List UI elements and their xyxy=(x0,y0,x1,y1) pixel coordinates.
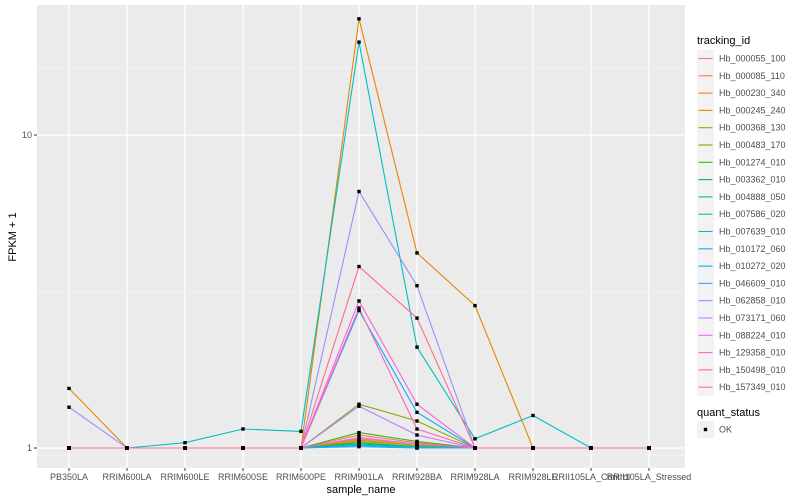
x-tick-label: RRIM600SE xyxy=(218,472,268,482)
data-point-Hb_150498_010-RRIM928BA xyxy=(415,427,419,431)
x-tick-label: RRIM928LE xyxy=(508,472,557,482)
legend-label-Hb_062858_010: Hb_062858_010 xyxy=(719,296,786,306)
data-point-Hb_000230_340-RRIM901LA xyxy=(357,17,361,21)
legend-label-Hb_046609_010: Hb_046609_010 xyxy=(719,278,786,288)
data-point-Hb_000483_170-RRIM928BA xyxy=(415,419,419,423)
data-point-Hb_129358_010-RRIM928BA xyxy=(415,402,419,406)
data-point-Hb_010272_020-RRIM928BA xyxy=(415,410,419,415)
data-point-Hb_157349_010-PB350LA xyxy=(67,446,71,450)
x-tick-label: RRIM928LA xyxy=(450,472,499,482)
legend-label-Hb_129358_010: Hb_129358_010 xyxy=(719,348,786,358)
y-axis-title: FPKM + 1 xyxy=(7,212,19,261)
data-point-Hb_157349_010-RRII105LA_Stressed xyxy=(647,446,651,450)
grid-major xyxy=(37,5,685,468)
x-tick-label: RRIM600LE xyxy=(160,472,209,482)
legend-label-Hb_000055_100: Hb_000055_100 xyxy=(719,54,786,64)
legend: tracking_id Hb_000055_100Hb_000085_110Hb… xyxy=(697,35,786,438)
data-point-Hb_007639_010-RRIM928BA xyxy=(415,345,419,349)
data-point-Hb_150498_010-RRIM901LA xyxy=(357,306,361,310)
legend-label-Hb_150498_010: Hb_150498_010 xyxy=(719,365,786,375)
legend-label-Hb_007586_020: Hb_007586_020 xyxy=(719,209,786,219)
data-point-Hb_073171_060-RRIM928BA xyxy=(415,433,419,437)
data-point-Hb_007639_010-RRIM600LE xyxy=(183,440,187,445)
data-point-Hb_001274_010-RRIM901LA xyxy=(357,430,361,435)
x-axis-title: sample_name xyxy=(326,484,395,496)
data-point-Hb_088224_010-RRIM928BA xyxy=(415,442,419,446)
legend-label-Hb_010172_060: Hb_010172_060 xyxy=(719,244,786,254)
legend-label-Hb_000483_170: Hb_000483_170 xyxy=(719,140,786,150)
y-axis: 1 10 xyxy=(22,130,37,453)
y-tick-label: 10 xyxy=(22,130,32,140)
data-point-Hb_073171_060-RRIM901LA xyxy=(357,404,361,408)
x-tick-label: RRIM600PE xyxy=(276,472,326,482)
plot-panel xyxy=(37,5,685,468)
legend-title: tracking_id xyxy=(697,35,750,47)
data-point-Hb_007639_010-RRIM928LE xyxy=(531,413,535,418)
data-point-Hb_007639_010-RRIM600PE xyxy=(299,429,303,434)
grid-minor xyxy=(37,67,685,456)
shape-legend-entries: OK xyxy=(697,421,732,438)
data-point-Hb_000230_340-RRIM928LA xyxy=(473,303,477,308)
data-point-Hb_088224_010-RRIM901LA xyxy=(357,435,361,440)
data-point-Hb_000230_340-RRIM928BA xyxy=(415,251,419,255)
legend-label-Hb_001274_010: Hb_001274_010 xyxy=(719,157,786,167)
shape-legend-label: OK xyxy=(719,425,732,435)
x-tick-label: RRII105LA_Control xyxy=(552,472,630,482)
data-point-Hb_157349_010-RRIM928LE xyxy=(531,446,535,450)
data-point-Hb_157349_010-RRIM928BA xyxy=(415,316,419,320)
legend-label-Hb_000230_340: Hb_000230_340 xyxy=(719,88,786,98)
shape-legend-key-point xyxy=(703,427,708,432)
data-point-Hb_129358_010-RRIM901LA xyxy=(357,299,361,303)
data-point-Hb_157349_010-RRIM600PE xyxy=(299,446,303,450)
data-point-Hb_157349_010-RRII105LA_Control xyxy=(589,446,593,450)
legend-label-Hb_003362_010: Hb_003362_010 xyxy=(719,175,786,185)
legend-label-Hb_157349_010: Hb_157349_010 xyxy=(719,382,786,392)
data-point-Hb_062858_010-RRIM901LA xyxy=(357,189,361,194)
data-point-Hb_007639_010-RRIM600SE xyxy=(241,427,245,431)
legend-label-Hb_000245_240: Hb_000245_240 xyxy=(719,105,786,115)
data-point-Hb_157349_010-RRIM600LE xyxy=(183,446,187,450)
legend-label-Hb_073171_060: Hb_073171_060 xyxy=(719,313,786,323)
data-point-Hb_157349_010-RRIM928LA xyxy=(473,446,477,450)
x-tick-label: RRIM928BA xyxy=(392,472,442,482)
x-tick-label: RRIM600LA xyxy=(102,472,151,482)
data-point-Hb_007639_010-RRIM928LA xyxy=(473,437,477,441)
legend-label-Hb_000368_130: Hb_000368_130 xyxy=(719,123,786,133)
data-point-Hb_157349_010-RRIM600LA xyxy=(125,446,129,450)
data-point-Hb_000230_340-PB350LA xyxy=(67,386,71,391)
data-point-Hb_157349_010-RRIM901LA xyxy=(357,264,361,269)
legend-label-Hb_088224_010: Hb_088224_010 xyxy=(719,330,786,340)
shape-legend-title: quant_status xyxy=(697,407,760,419)
data-point-Hb_062858_010-PB350LA xyxy=(67,405,71,409)
legend-entries: Hb_000055_100 Hb_000085_110 Hb_000230_340 H… xyxy=(697,50,786,396)
x-tick-label: RRII105LA_Stressed xyxy=(607,472,692,482)
data-point-Hb_000483_170-RRIM901LA xyxy=(357,402,361,406)
x-axis: PB350LA RRIM600LA RRIM600LE RRIM600SE RRIM60… xyxy=(50,468,691,482)
legend-label-Hb_000085_110: Hb_000085_110 xyxy=(719,71,785,81)
legend-label-Hb_007639_010: Hb_007639_010 xyxy=(719,227,786,237)
y-tick-label: 1 xyxy=(27,443,32,453)
data-point-Hb_062858_010-RRIM928BA xyxy=(415,284,419,288)
data-point-Hb_007639_010-RRIM901LA xyxy=(357,40,361,44)
x-tick-label: RRIM901LA xyxy=(334,472,383,482)
data-point-Hb_046609_010-RRIM928BA xyxy=(415,446,419,450)
data-point-Hb_010272_020-RRIM901LA xyxy=(357,308,361,313)
legend-label-Hb_010272_020: Hb_010272_020 xyxy=(719,261,786,271)
data-point-Hb_046609_010-RRIM901LA xyxy=(357,444,361,449)
data-point-Hb_000055_100-RRIM901LA xyxy=(357,433,361,437)
data-point-Hb_157349_010-RRIM600SE xyxy=(241,446,245,450)
x-tick-label: PB350LA xyxy=(50,472,88,482)
data-points xyxy=(67,17,651,450)
legend-label-Hb_004888_050: Hb_004888_050 xyxy=(719,192,786,202)
data-point-Hb_001274_010-RRIM928BA xyxy=(415,439,419,444)
